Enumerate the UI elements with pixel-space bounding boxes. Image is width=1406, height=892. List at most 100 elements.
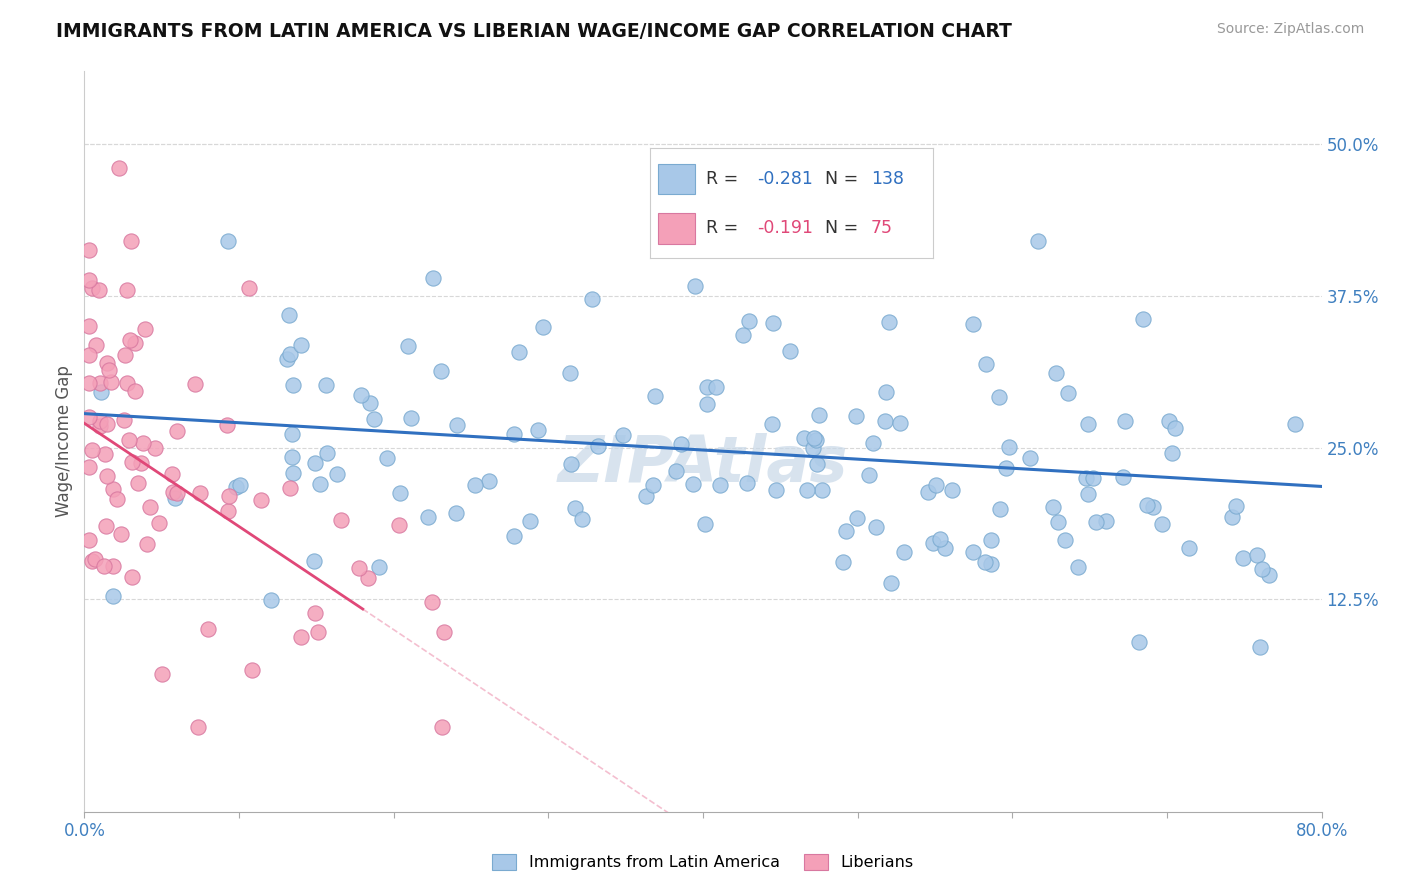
Point: [77, 410, 100, 425]
Point: [875, 384, 897, 399]
Point: [761, 417, 783, 432]
Point: [188, 486, 211, 500]
Point: [329, 513, 352, 527]
Point: [793, 431, 815, 445]
Point: [1077, 486, 1099, 500]
Point: [77, 348, 100, 362]
Point: [531, 319, 554, 334]
Point: [315, 446, 337, 460]
Point: [1258, 568, 1281, 582]
Point: [612, 428, 634, 442]
Point: [375, 451, 398, 466]
Point: [1077, 417, 1099, 431]
Point: [184, 376, 207, 391]
Point: [117, 283, 139, 297]
Point: [508, 344, 530, 359]
Point: [357, 570, 380, 584]
Point: [696, 380, 718, 394]
Text: ZIPAtlas: ZIPAtlas: [558, 433, 848, 495]
Point: [671, 437, 693, 451]
Point: [101, 558, 124, 573]
Point: [120, 234, 142, 248]
Point: [238, 281, 260, 295]
Point: [502, 529, 524, 543]
Text: N =: N =: [825, 170, 859, 188]
Point: [127, 475, 149, 490]
Point: [865, 520, 887, 534]
Point: [1232, 550, 1254, 565]
Point: [121, 455, 143, 469]
Point: [1220, 509, 1243, 524]
Point: [218, 489, 240, 503]
Point: [762, 316, 785, 330]
Point: [893, 545, 915, 559]
Point: [422, 270, 444, 285]
Point: [801, 441, 824, 455]
Point: [134, 322, 156, 336]
Point: [1160, 446, 1182, 460]
Point: [307, 625, 329, 640]
Point: [433, 625, 456, 640]
Point: [706, 380, 728, 394]
Point: [278, 347, 301, 361]
Point: [1142, 500, 1164, 514]
Point: [349, 387, 371, 401]
Point: [89, 283, 111, 297]
Point: [862, 436, 884, 450]
Point: [117, 376, 139, 390]
Point: [118, 434, 141, 448]
Point: [810, 483, 832, 497]
Point: [166, 486, 188, 500]
Point: [315, 378, 337, 392]
Point: [835, 524, 858, 539]
Point: [558, 366, 581, 380]
Point: [96, 417, 118, 432]
Point: [446, 417, 468, 432]
Point: [804, 433, 827, 447]
Point: [114, 348, 136, 362]
Point: [94, 447, 117, 461]
Point: [302, 554, 325, 568]
Point: [217, 503, 239, 517]
Point: [150, 666, 173, 681]
Point: [138, 500, 160, 515]
Point: [90, 384, 112, 399]
Point: [974, 357, 997, 371]
Point: [917, 484, 939, 499]
Point: [82, 281, 104, 295]
Point: [1178, 541, 1201, 555]
Point: [112, 413, 135, 427]
Point: [347, 561, 370, 575]
Point: [1136, 498, 1159, 512]
Point: [998, 440, 1021, 454]
Point: [83, 551, 105, 566]
Point: [564, 500, 586, 515]
Point: [79, 533, 101, 548]
Point: [89, 376, 111, 391]
Point: [683, 278, 706, 293]
Point: [121, 570, 143, 584]
Point: [995, 461, 1018, 475]
Point: [586, 439, 609, 453]
Point: [290, 630, 312, 644]
Text: N =: N =: [825, 219, 859, 237]
Point: [363, 411, 385, 425]
Point: [290, 337, 312, 351]
Point: [478, 474, 501, 488]
Point: [304, 606, 326, 620]
Point: [1249, 640, 1271, 654]
Y-axis label: Wage/Income Gap: Wage/Income Gap: [55, 366, 73, 517]
Point: [1284, 417, 1306, 432]
Text: -0.281: -0.281: [758, 170, 813, 188]
Point: [250, 493, 273, 508]
Point: [89, 413, 111, 427]
Point: [162, 485, 184, 500]
Point: [278, 481, 301, 495]
Point: [738, 313, 761, 327]
Point: [77, 319, 100, 334]
Point: [77, 244, 100, 258]
Point: [1152, 517, 1174, 532]
Point: [988, 391, 1011, 405]
Point: [941, 483, 963, 497]
Point: [187, 720, 209, 734]
